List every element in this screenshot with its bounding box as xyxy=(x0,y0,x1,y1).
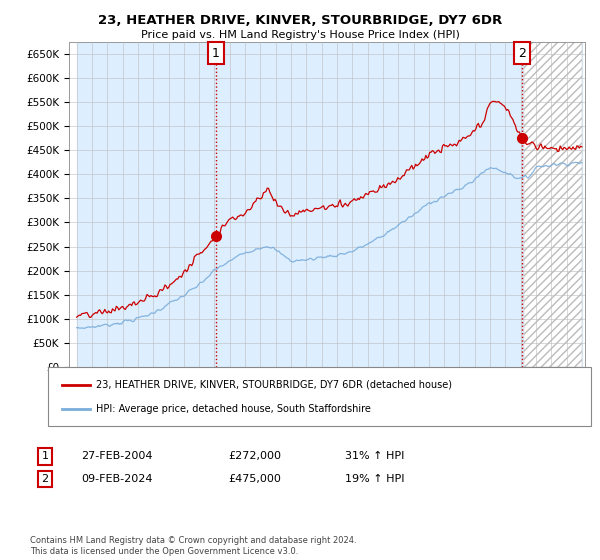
Text: 2: 2 xyxy=(518,46,526,59)
Text: Price paid vs. HM Land Registry's House Price Index (HPI): Price paid vs. HM Land Registry's House … xyxy=(140,30,460,40)
Text: 23, HEATHER DRIVE, KINVER, STOURBRIDGE, DY7 6DR (detached house): 23, HEATHER DRIVE, KINVER, STOURBRIDGE, … xyxy=(96,380,452,390)
Text: 1: 1 xyxy=(41,451,49,461)
Text: 31% ↑ HPI: 31% ↑ HPI xyxy=(345,451,404,461)
Text: HPI: Average price, detached house, South Staffordshire: HPI: Average price, detached house, Sout… xyxy=(96,404,371,414)
Text: Contains HM Land Registry data © Crown copyright and database right 2024.
This d: Contains HM Land Registry data © Crown c… xyxy=(30,536,356,556)
Text: 23, HEATHER DRIVE, KINVER, STOURBRIDGE, DY7 6DR: 23, HEATHER DRIVE, KINVER, STOURBRIDGE, … xyxy=(98,14,502,27)
Text: £272,000: £272,000 xyxy=(228,451,281,461)
Text: 2: 2 xyxy=(41,474,49,484)
Text: 1: 1 xyxy=(212,46,220,59)
Text: 27-FEB-2004: 27-FEB-2004 xyxy=(81,451,152,461)
Text: 09-FEB-2024: 09-FEB-2024 xyxy=(81,474,152,484)
Text: 19% ↑ HPI: 19% ↑ HPI xyxy=(345,474,404,484)
Text: £475,000: £475,000 xyxy=(228,474,281,484)
